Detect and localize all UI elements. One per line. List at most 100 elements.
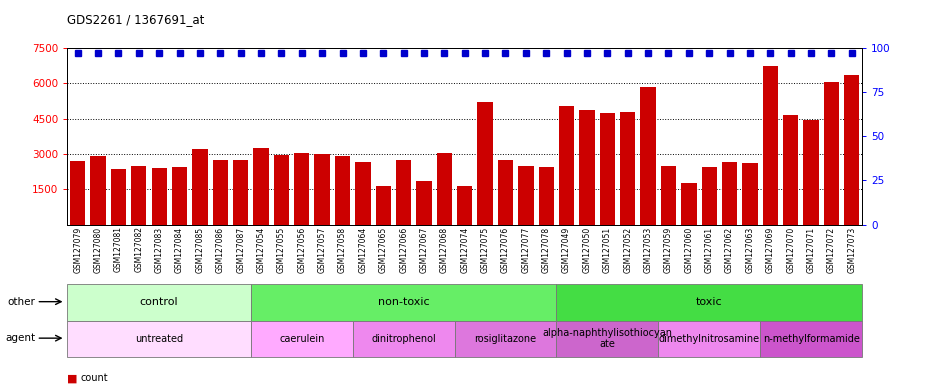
Text: GSM127065: GSM127065 xyxy=(378,227,388,273)
Text: non-toxic: non-toxic xyxy=(377,297,429,308)
Text: GSM127080: GSM127080 xyxy=(94,227,102,273)
Text: GSM127069: GSM127069 xyxy=(765,227,774,273)
Text: GSM127058: GSM127058 xyxy=(338,227,346,273)
Text: dinitrophenol: dinitrophenol xyxy=(371,334,435,344)
Text: GSM127051: GSM127051 xyxy=(602,227,611,273)
Bar xyxy=(192,149,207,225)
Bar xyxy=(759,321,861,357)
Text: GSM127052: GSM127052 xyxy=(622,227,632,273)
Bar xyxy=(620,112,635,225)
Bar xyxy=(578,111,594,225)
Bar xyxy=(212,160,227,225)
Bar xyxy=(843,75,858,225)
Bar xyxy=(233,160,248,225)
Text: GSM127063: GSM127063 xyxy=(745,227,753,273)
Text: GSM127076: GSM127076 xyxy=(501,227,509,273)
Text: GSM127067: GSM127067 xyxy=(419,227,428,273)
Bar xyxy=(556,284,861,321)
Text: GSM127068: GSM127068 xyxy=(439,227,448,273)
Text: GSM127072: GSM127072 xyxy=(826,227,835,273)
Bar xyxy=(352,321,454,357)
Bar xyxy=(599,113,614,225)
Bar xyxy=(640,87,655,225)
Bar xyxy=(253,148,269,225)
Bar xyxy=(251,284,556,321)
Text: GSM127056: GSM127056 xyxy=(297,227,306,273)
Text: GSM127087: GSM127087 xyxy=(236,227,245,273)
Text: GSM127084: GSM127084 xyxy=(175,227,183,273)
Text: GDS2261 / 1367691_at: GDS2261 / 1367691_at xyxy=(67,13,205,26)
Bar xyxy=(556,321,658,357)
Text: n-methylformamide: n-methylformamide xyxy=(762,334,858,344)
Text: GSM127071: GSM127071 xyxy=(806,227,814,273)
Text: ■: ■ xyxy=(67,373,78,383)
Text: GSM127074: GSM127074 xyxy=(460,227,469,273)
Bar xyxy=(762,66,777,225)
Text: untreated: untreated xyxy=(135,334,183,344)
Text: count: count xyxy=(80,373,108,383)
Bar xyxy=(273,155,288,225)
Bar xyxy=(802,120,818,225)
Text: GSM127050: GSM127050 xyxy=(582,227,591,273)
Bar xyxy=(782,115,797,225)
Text: GSM127083: GSM127083 xyxy=(154,227,164,273)
Text: alpha-naphthylisothiocyan
ate: alpha-naphthylisothiocyan ate xyxy=(542,328,672,349)
Bar xyxy=(823,82,839,225)
Text: GSM127079: GSM127079 xyxy=(73,227,82,273)
Bar xyxy=(294,153,309,225)
Text: GSM127085: GSM127085 xyxy=(196,227,204,273)
Bar xyxy=(110,169,126,225)
Text: GSM127082: GSM127082 xyxy=(134,227,143,272)
Bar xyxy=(416,181,431,225)
Text: GSM127055: GSM127055 xyxy=(277,227,285,273)
Bar xyxy=(477,102,492,225)
Text: agent: agent xyxy=(5,333,35,343)
Bar xyxy=(436,153,451,225)
Bar xyxy=(680,184,695,225)
Text: GSM127057: GSM127057 xyxy=(317,227,327,273)
Text: toxic: toxic xyxy=(695,297,722,308)
Text: other: other xyxy=(7,297,35,307)
Text: dimethylnitrosamine: dimethylnitrosamine xyxy=(658,334,759,344)
Bar xyxy=(70,161,85,225)
Bar xyxy=(741,164,757,225)
Text: caerulein: caerulein xyxy=(279,334,324,344)
Bar xyxy=(457,186,472,225)
Bar xyxy=(701,167,716,225)
Text: GSM127086: GSM127086 xyxy=(215,227,225,273)
Text: control: control xyxy=(139,297,178,308)
Text: rosiglitazone: rosiglitazone xyxy=(474,334,536,344)
Text: GSM127049: GSM127049 xyxy=(562,227,571,273)
Bar xyxy=(171,167,187,225)
Bar xyxy=(559,106,574,225)
Text: GSM127075: GSM127075 xyxy=(480,227,490,273)
Text: GSM127081: GSM127081 xyxy=(114,227,123,272)
Text: GSM127064: GSM127064 xyxy=(358,227,367,273)
Text: GSM127060: GSM127060 xyxy=(683,227,693,273)
Bar xyxy=(314,154,329,225)
Bar xyxy=(355,162,370,225)
Bar xyxy=(658,321,759,357)
Text: GSM127078: GSM127078 xyxy=(541,227,550,273)
Text: GSM127061: GSM127061 xyxy=(704,227,713,273)
Text: GSM127073: GSM127073 xyxy=(846,227,856,273)
Text: GSM127077: GSM127077 xyxy=(520,227,530,273)
Bar xyxy=(90,156,106,225)
Bar xyxy=(538,167,553,225)
Text: GSM127059: GSM127059 xyxy=(664,227,672,273)
Bar xyxy=(334,156,350,225)
Text: GSM127070: GSM127070 xyxy=(785,227,795,273)
Text: GSM127066: GSM127066 xyxy=(399,227,408,273)
Bar xyxy=(396,160,411,225)
Text: GSM127053: GSM127053 xyxy=(643,227,651,273)
Bar xyxy=(518,166,533,225)
Bar xyxy=(67,321,251,357)
Bar xyxy=(375,186,390,225)
Bar xyxy=(67,284,251,321)
Bar xyxy=(251,321,352,357)
Text: GSM127054: GSM127054 xyxy=(256,227,265,273)
Text: GSM127062: GSM127062 xyxy=(724,227,733,273)
Bar xyxy=(660,166,676,225)
Bar xyxy=(454,321,556,357)
Bar xyxy=(722,162,737,225)
